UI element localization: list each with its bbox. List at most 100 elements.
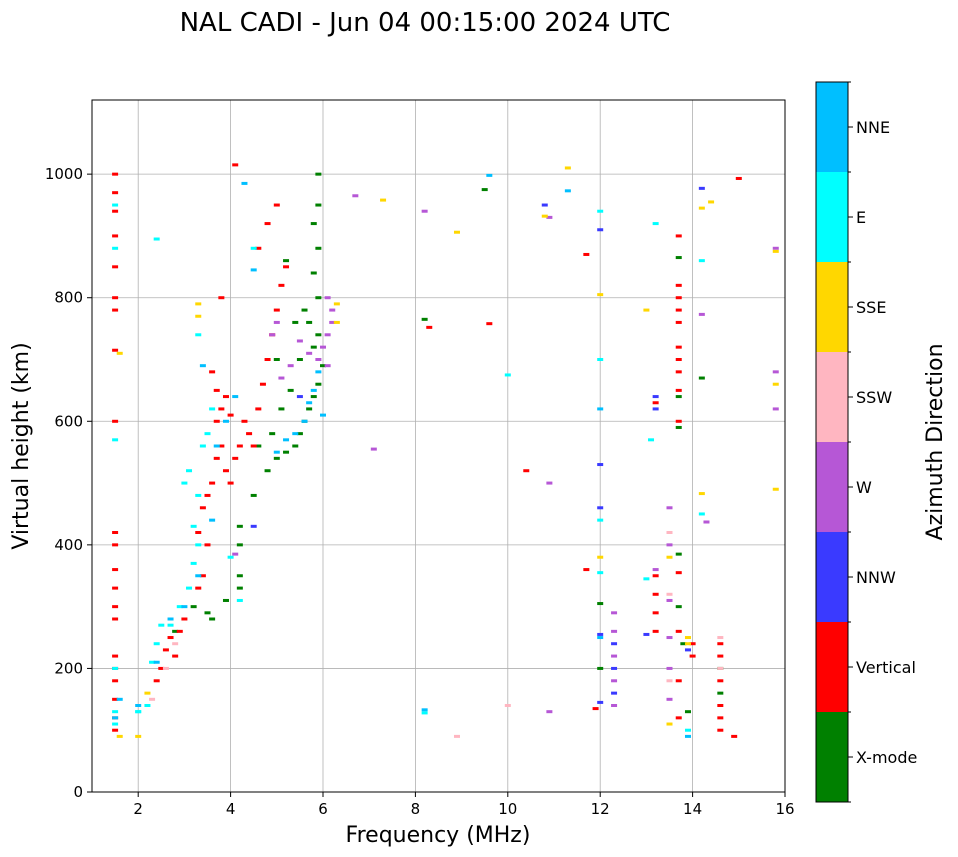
echo-point-vertical — [112, 172, 119, 176]
echo-point-e — [158, 623, 165, 627]
echo-point-w — [273, 320, 280, 324]
colorbar-label-nne: NNE — [856, 118, 890, 137]
echo-point-x-mode — [315, 172, 322, 176]
echo-point-nne — [112, 716, 119, 720]
echo-point-x-mode — [236, 524, 243, 528]
echo-point-sse — [333, 302, 340, 306]
echo-point-vertical — [675, 679, 682, 683]
echo-point-vertical — [227, 413, 234, 417]
colorbar-segment-ssw — [816, 352, 848, 442]
echo-point-e — [153, 237, 160, 241]
echo-point-nnw — [684, 648, 691, 652]
echo-point-w — [698, 312, 705, 316]
echo-point-ssw — [172, 642, 179, 646]
echo-point-x-mode — [717, 691, 724, 695]
echo-point-w — [666, 636, 673, 640]
echo-point-w — [287, 364, 294, 368]
echo-point-nne — [213, 444, 220, 448]
echo-point-nne — [597, 636, 604, 640]
echo-point-nne — [167, 617, 174, 621]
echo-point-vertical — [675, 320, 682, 324]
data-marks — [112, 163, 779, 738]
colorbar-segment-nne — [816, 82, 848, 172]
echo-point-ssw — [149, 697, 156, 701]
echo-point-e — [597, 518, 604, 522]
colorbar-segment-x-mode — [816, 712, 848, 802]
echo-point-x-mode — [310, 395, 317, 399]
colorbar-title: Azimuth Direction — [923, 343, 948, 540]
echo-point-vertical — [689, 642, 696, 646]
echo-point-nne — [181, 605, 188, 609]
echo-point-vertical — [112, 654, 119, 658]
chart-title: NAL CADI - Jun 04 00:15:00 2024 UTC — [180, 8, 671, 38]
echo-point-x-mode — [269, 432, 276, 436]
echo-point-vertical — [675, 370, 682, 374]
echo-point-sse — [116, 351, 123, 355]
echo-point-vertical — [236, 444, 243, 448]
echo-point-sse — [772, 382, 779, 386]
echo-point-nne — [310, 388, 317, 392]
echo-point-w — [324, 333, 331, 337]
echo-point-vertical — [652, 574, 659, 578]
echo-point-ssw — [162, 666, 169, 670]
echo-point-x-mode — [190, 605, 197, 609]
echo-point-vertical — [181, 617, 188, 621]
echo-point-e — [135, 710, 142, 714]
echo-point-e — [421, 711, 428, 715]
echo-point-nne — [315, 370, 322, 374]
echo-point-vertical — [158, 666, 165, 670]
echo-point-w — [370, 447, 377, 451]
echo-point-e — [195, 493, 202, 497]
echo-point-nnw — [643, 632, 650, 636]
echo-point-vertical — [717, 642, 724, 646]
echo-point-e — [112, 666, 119, 670]
echo-point-vertical — [689, 654, 696, 658]
echo-point-vertical — [112, 728, 119, 732]
echo-point-vertical — [199, 574, 206, 578]
echo-point-x-mode — [310, 345, 317, 349]
echo-point-sse — [666, 555, 673, 559]
echo-point-vertical — [204, 543, 211, 547]
echo-point-e — [112, 722, 119, 726]
echo-point-x-mode — [421, 317, 428, 321]
echo-point-sse — [684, 636, 691, 640]
echo-point-nnw — [250, 524, 257, 528]
echo-point-x-mode — [680, 642, 687, 646]
echo-point-e — [597, 358, 604, 361]
echo-point-e — [504, 373, 511, 377]
echo-point-vertical — [731, 734, 738, 738]
echo-point-w — [421, 209, 428, 213]
echo-point-w — [324, 296, 331, 300]
x-tick-label: 6 — [318, 800, 328, 818]
echo-point-nne — [283, 438, 290, 442]
echo-point-vertical — [273, 308, 280, 312]
echo-point-w — [666, 598, 673, 602]
echo-point-x-mode — [222, 598, 229, 602]
echo-point-sse — [564, 166, 571, 170]
echo-point-vertical — [195, 586, 202, 590]
echo-point-sse — [195, 314, 202, 318]
echo-point-e — [153, 642, 160, 646]
echo-point-sse — [708, 200, 715, 204]
echo-point-w — [306, 351, 313, 355]
echo-point-nne — [301, 419, 308, 423]
echo-point-x-mode — [250, 493, 257, 497]
echo-point-vertical — [112, 419, 119, 423]
echo-point-sse — [684, 642, 691, 646]
echo-point-vertical — [112, 348, 119, 352]
echo-point-vertical — [112, 209, 119, 213]
echo-point-x-mode — [264, 469, 271, 473]
echo-point-vertical — [583, 252, 590, 256]
colorbar-segment-w — [816, 442, 848, 532]
echo-point-w — [666, 543, 673, 547]
echo-point-x-mode — [675, 395, 682, 399]
echo-point-x-mode — [597, 602, 604, 606]
echo-point-nnw — [541, 203, 548, 207]
plot-frame — [91, 99, 786, 793]
echo-point-nne — [199, 364, 206, 368]
echo-point-sse — [772, 249, 779, 253]
echo-point-nnw — [597, 463, 604, 467]
echo-point-sse — [144, 691, 151, 695]
echo-point-e — [204, 432, 211, 436]
